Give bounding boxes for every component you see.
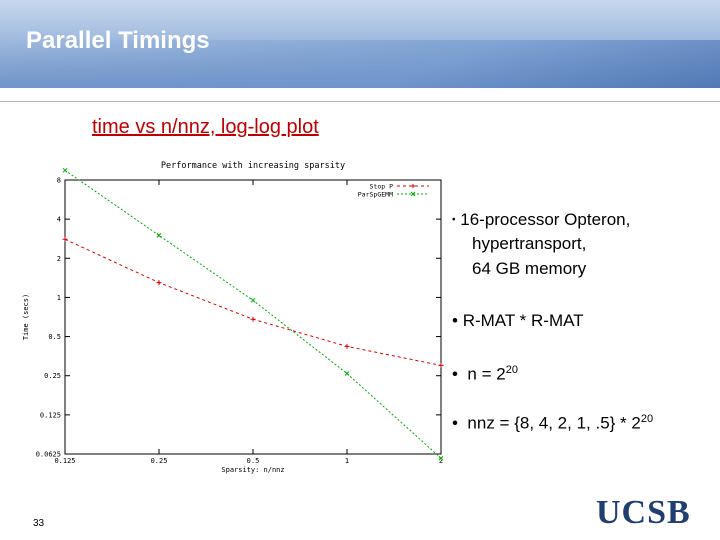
- slide-header: Parallel Timings: [0, 0, 720, 88]
- ucsb-logo: UCSB: [596, 494, 691, 531]
- data-point: [250, 316, 256, 322]
- bullet-dot: •: [452, 364, 458, 384]
- legend-label: Stop P: [370, 183, 394, 191]
- bullet-text: 16-processor Opteron,: [460, 210, 631, 229]
- bullet-text: R-MAT * R-MAT: [462, 311, 584, 330]
- data-point: [438, 455, 444, 461]
- series-line: [64, 169, 442, 459]
- header-divider: [0, 101, 720, 102]
- slide-subtitle: time vs n/nnz, log-log plot: [92, 116, 319, 138]
- series-line: [64, 238, 442, 366]
- bullet-text-continued: 64 GB memory: [472, 259, 587, 278]
- chart-title: Performance with increasing sparsity: [161, 161, 345, 171]
- y-tick-label: 8: [57, 177, 61, 185]
- header-swoosh: [0, 40, 720, 88]
- data-point: [62, 236, 68, 242]
- data-point: [250, 297, 256, 303]
- x-axis-label: Sparsity: n/nnz: [221, 466, 284, 474]
- bullet-text: n = 2: [467, 364, 506, 384]
- bullet-item: • nnz = {8, 4, 2, 1, .5} * 220: [452, 407, 653, 436]
- x-tick-label: 0.25: [151, 457, 168, 465]
- bullet-item: • R-MAT * R-MAT: [452, 309, 584, 333]
- data-point: [438, 362, 444, 368]
- y-tick-label: 0.25: [44, 372, 61, 380]
- y-tick-label: 0.0625: [36, 451, 61, 459]
- y-axis-label: Time (secs): [22, 294, 30, 340]
- y-tick-label: 2: [57, 255, 61, 263]
- x-tick-label: 1: [345, 457, 349, 465]
- y-tick-label: 4: [57, 216, 61, 224]
- bullet-exponent: 20: [505, 364, 518, 376]
- x-tick-label: 0.5: [247, 457, 260, 465]
- y-tick-label: 0.5: [48, 333, 61, 341]
- y-tick-label: 0.125: [40, 411, 61, 419]
- x-tick-label: 2: [439, 457, 443, 465]
- bullet-dot: •: [452, 311, 458, 330]
- legend-marker: [411, 184, 415, 188]
- page-number: 33: [33, 518, 45, 529]
- legend-label: ParSpGEMM: [358, 191, 393, 199]
- bullet-dot: •: [452, 413, 458, 433]
- performance-chart: Performance with increasing sparsity 0.12…: [22, 161, 444, 474]
- data-point: [156, 233, 162, 238]
- bullet-text-continued: hypertransport,: [472, 234, 587, 253]
- data-point: [344, 371, 350, 376]
- bullet-text: nnz = {8, 4, 2, 1, .5} * 2: [467, 413, 641, 433]
- bullet-dot: •: [452, 214, 456, 226]
- legend-marker: [410, 191, 416, 197]
- bullet-exponent: 20: [640, 413, 654, 425]
- data-point: [156, 280, 162, 286]
- data-point: [344, 343, 350, 349]
- y-tick-label: 1: [57, 294, 61, 302]
- bullet-item: • 16-processor Opteron,: [452, 208, 630, 233]
- bullet-item: • n = 220: [452, 358, 518, 387]
- data-point: [62, 167, 68, 173]
- slide-title: Parallel Timings: [26, 27, 210, 54]
- x-tick-label: 0.125: [54, 457, 75, 465]
